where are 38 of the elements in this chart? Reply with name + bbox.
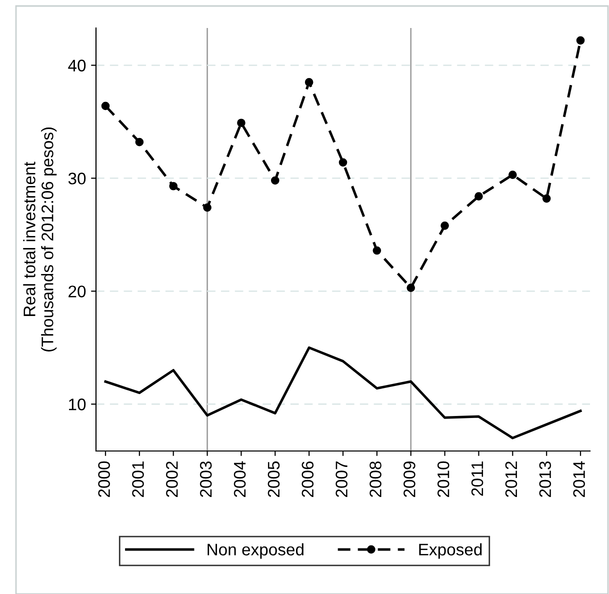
x-tick-label: 2011: [471, 462, 484, 496]
x-tick-label: 2004: [234, 461, 246, 497]
point: [338, 158, 348, 167]
point: [542, 194, 551, 203]
y-tick-label: 20: [68, 286, 86, 298]
x-tick-label: 2014: [573, 461, 585, 497]
point: [576, 36, 585, 45]
point: [406, 284, 416, 292]
point: [474, 192, 483, 200]
x-tick-label: 2001: [132, 462, 144, 497]
point: [237, 118, 246, 128]
point: [101, 102, 110, 110]
legend-label: Non exposed: [208, 543, 304, 559]
point: [304, 78, 314, 86]
x-tick-label: 2008: [370, 461, 382, 497]
y-tick-label: 10: [69, 398, 86, 410]
x-tick-label: 2007: [336, 462, 348, 497]
x-tick-label: 2003: [200, 461, 212, 497]
y-axis-title: Real total investment (Thousands of 2012:06 pesos): [23, 127, 57, 352]
x-tick-label: 2002: [166, 462, 178, 497]
x-tick-label: 2006: [302, 461, 314, 497]
x-tick-label: 2010: [437, 461, 450, 497]
point: [508, 170, 517, 180]
line-series: [104, 346, 582, 440]
y-tick-label: 40: [68, 60, 86, 72]
x-tick-label: 2005: [268, 461, 280, 497]
y-tick-label: 30: [68, 172, 86, 184]
point: [203, 203, 212, 212]
x-tick-label: 2009: [404, 462, 416, 497]
x-tick-label: 2000: [98, 461, 110, 497]
legend-label: Exposed: [419, 543, 482, 559]
point: [169, 182, 178, 190]
point: [372, 246, 382, 255]
point: [270, 176, 280, 185]
x-tick-label: 2013: [539, 461, 552, 497]
point: [440, 221, 449, 230]
x-tick-label: 2012: [505, 462, 518, 497]
point: [135, 138, 144, 146]
